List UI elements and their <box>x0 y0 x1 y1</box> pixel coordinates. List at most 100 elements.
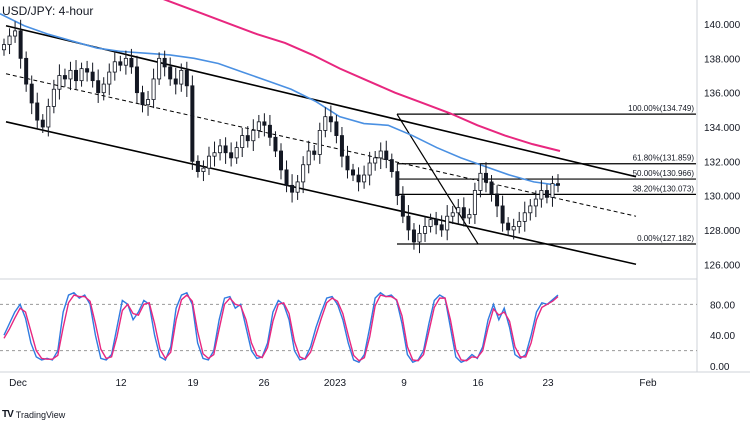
candle-body <box>7 35 12 46</box>
candle-body <box>306 150 311 166</box>
candle-body <box>533 198 538 207</box>
candle-body <box>461 207 466 219</box>
candle-body <box>273 136 278 152</box>
candle-body <box>367 162 372 176</box>
candle-body <box>467 214 472 219</box>
candle-body <box>356 174 361 183</box>
candle-body <box>328 116 333 123</box>
candle-body <box>201 167 206 173</box>
time-tick-label: Feb <box>639 378 657 389</box>
candle-body <box>245 135 250 142</box>
candle-body <box>528 205 533 214</box>
candle-body <box>373 157 378 164</box>
candle-body <box>317 130 322 155</box>
moving-average-line <box>0 13 559 187</box>
price-tick-label: 128.000 <box>704 226 741 237</box>
candle-body <box>339 135 344 157</box>
time-tick-label: 12 <box>115 378 127 389</box>
candle-body <box>18 30 23 59</box>
candle-body <box>51 88 56 107</box>
candle-body <box>57 75 62 90</box>
candle-body <box>434 219 439 226</box>
candle-body <box>417 232 422 243</box>
candle-body <box>539 190 544 200</box>
candle-body <box>428 219 433 227</box>
candle-body <box>229 152 234 159</box>
candle-body <box>212 152 217 157</box>
price-tick-label: 136.000 <box>704 89 741 100</box>
candle-body <box>395 171 400 197</box>
candle-body <box>151 78 156 100</box>
candle-body <box>90 71 95 82</box>
candle-body <box>312 150 317 155</box>
channel-upper-line <box>5 24 637 178</box>
candle-body <box>240 135 245 148</box>
candle-body <box>40 119 45 128</box>
candle-body <box>29 83 34 104</box>
candle-body <box>489 181 494 195</box>
candle-body <box>334 121 339 136</box>
candle-body <box>162 57 167 68</box>
time-tick-label: 2023 <box>324 378 347 389</box>
candle-body <box>46 105 51 128</box>
candle-body <box>107 71 112 85</box>
candle-body <box>351 169 356 176</box>
candle-body <box>556 183 561 186</box>
candle-body <box>483 172 488 183</box>
candle-body <box>389 159 394 173</box>
candle-body <box>195 160 200 173</box>
oscillator-axis-labels: 80.00 40.00 0.00 <box>710 300 735 373</box>
candle-body <box>384 150 389 160</box>
price-axis-labels: 140.000 138.000 136.000 134.000 132.000 130.0… <box>704 20 741 271</box>
candle-body <box>262 121 267 126</box>
candle-body <box>423 226 428 234</box>
candle-body <box>450 212 455 217</box>
tradingview-wordmark: TradingView <box>15 409 66 420</box>
candle-body <box>123 57 128 66</box>
candle-body <box>378 150 383 159</box>
candle-body <box>301 164 306 183</box>
fib-trend-line <box>396 113 479 245</box>
candle-body <box>179 69 184 85</box>
candle-body <box>290 184 295 193</box>
stochastic-oscillator <box>0 291 697 364</box>
candle-body <box>206 155 211 169</box>
candle-body <box>168 66 173 80</box>
candle-body <box>456 207 461 214</box>
candle-body <box>323 116 328 131</box>
candle-body <box>101 83 106 94</box>
candle-body <box>544 190 549 198</box>
candle-body <box>478 172 483 191</box>
price-tick-label: 140.000 <box>704 20 741 31</box>
price-tick-label: 132.000 <box>704 157 741 168</box>
candle-body <box>511 226 516 231</box>
candle-body <box>517 220 522 227</box>
candle-body <box>495 193 500 207</box>
candle-body <box>234 147 239 159</box>
candle-body <box>85 68 90 73</box>
fib-level-label: 50.00%(130.966) <box>633 169 695 178</box>
candle-body <box>251 130 256 142</box>
tradingview-mark-icon: TV <box>2 409 14 420</box>
candle-body <box>406 215 411 231</box>
candle-body <box>118 61 123 66</box>
tradingview-logo[interactable]: TV TradingView <box>2 409 65 420</box>
moving-average-line <box>162 0 561 152</box>
candle-body <box>284 169 289 186</box>
candle-body <box>256 121 261 131</box>
fib-level-label: 0.00%(127.182) <box>637 234 694 243</box>
oscillator-tick-label: 80.00 <box>710 300 735 311</box>
candle-body <box>218 145 223 154</box>
candle-body <box>506 222 511 231</box>
candle-body <box>267 124 272 138</box>
time-tick-label: 26 <box>258 378 270 389</box>
price-tick-label: 138.000 <box>704 54 741 65</box>
candle-body <box>24 57 29 85</box>
candle-body <box>362 174 367 183</box>
candle-body <box>472 190 477 215</box>
oscillator-tick-label: 40.00 <box>710 331 735 342</box>
moving-averages <box>0 0 561 187</box>
candle-body <box>500 205 505 224</box>
candle-body <box>96 80 101 94</box>
